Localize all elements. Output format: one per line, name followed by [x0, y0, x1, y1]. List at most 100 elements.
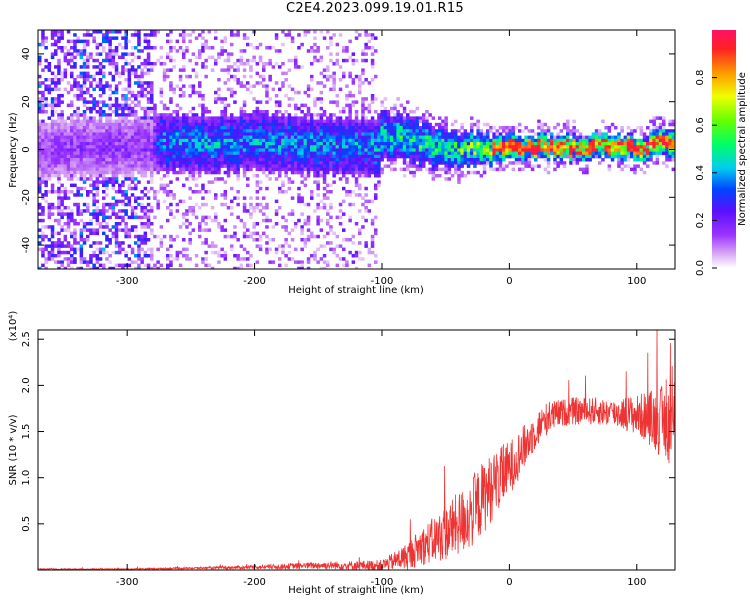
- spectrogram-cell: [102, 36, 106, 40]
- spectrogram-cell: [134, 161, 138, 165]
- spectrogram-cell: [146, 55, 151, 60]
- spectrogram-cell: [41, 126, 45, 130]
- spectrogram-cell: [306, 228, 311, 232]
- spectrogram-cell: [44, 39, 48, 44]
- spectrogram-cell: [121, 138, 125, 143]
- spectrogram-cell: [262, 170, 266, 175]
- spectrogram-cell: [118, 132, 122, 136]
- spectrogram-cell: [425, 142, 429, 146]
- spectrogram-cell: [255, 231, 260, 236]
- spectrogram-cell: [159, 138, 164, 143]
- spectrogram-cell: [348, 74, 352, 79]
- spectrogram-cell: [345, 46, 349, 50]
- spectrogram-cell: [278, 190, 282, 194]
- spectrogram-cell: [70, 247, 74, 252]
- spectrogram-cell: [351, 170, 356, 175]
- spectrogram-cell: [217, 161, 221, 165]
- spectrogram-cell: [198, 225, 202, 229]
- spectrogram-cell: [54, 132, 58, 136]
- spectrogram-cell: [252, 225, 256, 229]
- spectrogram-cell: [326, 119, 330, 124]
- spectrogram-cell: [76, 39, 80, 44]
- spectrogram-cell: [351, 94, 356, 98]
- spectrogram-cell: [79, 74, 84, 79]
- spectrogram-cell: [79, 254, 84, 258]
- spectrogram-cell: [130, 113, 135, 117]
- spectrogram-cell: [559, 129, 564, 133]
- spectrogram-cell: [210, 244, 215, 248]
- spectrogram-cell: [111, 30, 116, 34]
- spectrogram-cell: [150, 151, 154, 156]
- spectrogram-cell: [86, 228, 90, 232]
- spectrogram-cell: [537, 122, 541, 127]
- spectrogram-cell: [428, 170, 432, 175]
- spectrogram-cell: [534, 148, 538, 152]
- spectrogram-cell: [230, 206, 234, 210]
- spectrogram-cell: [169, 263, 173, 268]
- spectrogram-cell: [194, 170, 199, 175]
- spectrogram-cell: [124, 148, 128, 152]
- spectrogram-cell: [236, 148, 240, 152]
- spectrogram-cell: [198, 103, 202, 108]
- spectrogram-cell: [127, 154, 132, 159]
- spectrogram-cell: [310, 122, 314, 127]
- spectrogram-cell: [57, 145, 61, 149]
- spectrogram-cell: [588, 145, 592, 149]
- spectrogram-cell: [66, 228, 71, 232]
- spectrogram-cell: [258, 234, 263, 239]
- spectrogram-cell: [95, 164, 100, 168]
- spectrogram-cell: [345, 129, 349, 133]
- spectrogram-cell: [274, 154, 279, 159]
- spectrogram-cell: [111, 161, 116, 165]
- spectrogram-cell: [303, 148, 308, 152]
- spectrogram-cell: [146, 119, 151, 124]
- spectrogram-cell: [98, 84, 103, 88]
- spectrogram-cell: [217, 154, 221, 159]
- spectrogram-cell: [450, 154, 455, 159]
- spectrogram-cell: [335, 263, 340, 268]
- spectrogram-cell: [326, 164, 330, 168]
- spectrogram-cell: [367, 164, 372, 168]
- spectrogram-cell: [82, 49, 87, 53]
- spectrogram-cell: [310, 145, 314, 149]
- spectrogram-cell: [70, 231, 74, 236]
- spectrogram-cell: [396, 110, 400, 114]
- spectrogram-cell: [217, 119, 221, 124]
- spectrogram-cell: [249, 234, 253, 239]
- spectrogram-cell: [470, 132, 474, 136]
- spectrogram-cell: [73, 193, 77, 197]
- spectrogram-cell: [620, 167, 624, 172]
- spectrogram-cell: [457, 151, 461, 156]
- spectrogram-cell: [335, 161, 340, 165]
- spectrogram-cell: [111, 206, 116, 210]
- spectrogram-cell: [425, 116, 429, 120]
- spectrogram-cell: [156, 132, 160, 136]
- spectrogram-cell: [124, 62, 128, 66]
- spectrogram-cell: [162, 234, 167, 239]
- spectrogram-cell: [140, 161, 144, 165]
- spectrogram-cell: [114, 180, 119, 184]
- spectrogram-cell: [47, 148, 52, 152]
- spectrogram-cell: [150, 138, 154, 143]
- spectrogram-cell: [127, 74, 132, 79]
- spectrogram-cell: [111, 234, 116, 239]
- spectrogram-cell: [482, 122, 487, 127]
- spectrogram-cell: [265, 158, 269, 162]
- spectrogram-cell: [265, 164, 269, 168]
- spectrogram-cell: [297, 138, 301, 143]
- spectrogram-cell: [50, 234, 55, 239]
- spectrogram-cell: [236, 170, 240, 175]
- spectrogram-cell: [322, 145, 327, 149]
- spectrogram-cell: [44, 145, 48, 149]
- spectrogram-cell: [92, 196, 96, 200]
- spectrogram-cell: [204, 129, 208, 133]
- spectrogram-cell: [86, 119, 90, 124]
- spectrogram-cell: [281, 113, 285, 117]
- spectrogram-cell: [172, 193, 176, 197]
- spectrogram-cell: [114, 138, 119, 143]
- spectrogram-cell: [124, 164, 128, 168]
- spectrogram-cell: [300, 110, 304, 114]
- spectrogram-cell: [50, 158, 55, 162]
- spectrogram-cell: [329, 129, 333, 133]
